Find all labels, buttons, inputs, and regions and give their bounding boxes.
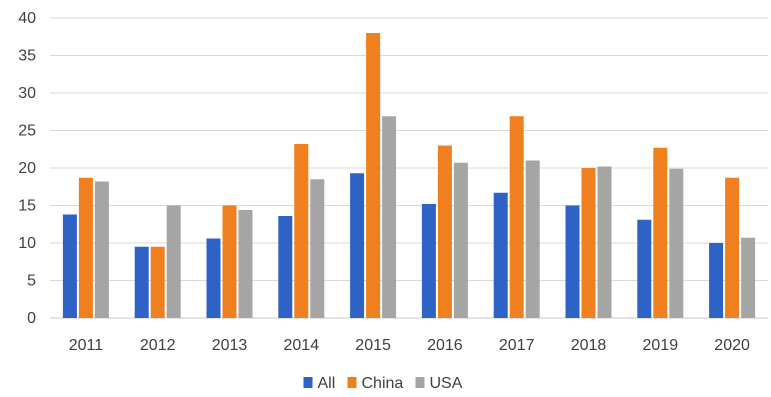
bar-china-2011 <box>78 177 93 318</box>
legend-swatch-all <box>303 377 313 388</box>
x-tick-label: 2020 <box>714 337 750 354</box>
bar-all-2019 <box>637 219 652 318</box>
x-tick-label: 2013 <box>212 337 248 354</box>
x-tick-label: 2015 <box>355 337 391 354</box>
bar-usa-2011 <box>94 181 109 318</box>
bar-china-2015 <box>366 33 381 318</box>
y-tick-label: 30 <box>18 85 36 102</box>
legend-swatch-china <box>347 377 357 388</box>
legend: All China USA <box>303 375 463 392</box>
bar-all-2015 <box>350 173 365 318</box>
bar-china-2016 <box>437 145 452 318</box>
y-tick-label: 0 <box>27 310 36 327</box>
x-tick-label: 2018 <box>571 337 607 354</box>
bar-china-2019 <box>653 147 668 318</box>
y-tick-label: 15 <box>18 198 36 215</box>
legend-label-usa: USA <box>430 375 463 392</box>
x-tick-label: 2016 <box>427 337 463 354</box>
bar-all-2020 <box>709 243 724 318</box>
legend-label-all: All <box>318 375 336 392</box>
y-axis-ticks: 0 5 10 15 20 25 30 35 40 <box>18 10 36 327</box>
x-tick-label: 2014 <box>284 337 320 354</box>
bar-china-2020 <box>725 177 740 318</box>
y-tick-label: 25 <box>18 123 36 140</box>
bar-usa-2012 <box>166 205 181 318</box>
bar-china-2014 <box>294 144 309 318</box>
bar-usa-2020 <box>741 237 756 318</box>
y-tick-label: 40 <box>18 10 36 27</box>
x-axis-ticks: 2011 2012 2013 2014 2015 2016 2017 2018 2019 2020 <box>69 337 750 354</box>
legend-label-china: China <box>362 375 404 392</box>
bar-all-2013 <box>206 238 221 318</box>
legend-swatch-usa <box>415 377 425 388</box>
bar-all-2012 <box>134 246 149 318</box>
x-tick-label: 2019 <box>643 337 679 354</box>
bar-china-2018 <box>581 168 596 318</box>
bar-usa-2016 <box>453 162 468 318</box>
bars <box>62 33 756 318</box>
y-tick-label: 5 <box>27 273 36 290</box>
y-tick-label: 20 <box>18 160 36 177</box>
bar-usa-2019 <box>669 168 684 318</box>
bar-china-2013 <box>222 205 237 318</box>
bar-china-2012 <box>150 246 165 318</box>
bar-all-2018 <box>565 205 580 318</box>
bar-usa-2017 <box>525 160 540 318</box>
bar-usa-2018 <box>597 166 612 318</box>
bar-all-2017 <box>493 192 508 318</box>
y-tick-label: 35 <box>18 48 36 65</box>
bar-all-2011 <box>62 214 77 318</box>
bar-usa-2014 <box>310 179 325 318</box>
x-tick-label: 2017 <box>499 337 535 354</box>
bar-usa-2015 <box>382 116 397 318</box>
bar-china-2017 <box>509 116 524 318</box>
y-tick-label: 10 <box>18 235 36 252</box>
bar-all-2014 <box>278 216 293 318</box>
bar-usa-2013 <box>238 210 253 318</box>
bar-all-2016 <box>421 204 436 318</box>
x-tick-label: 2011 <box>69 337 104 354</box>
x-tick-label: 2012 <box>140 337 176 354</box>
